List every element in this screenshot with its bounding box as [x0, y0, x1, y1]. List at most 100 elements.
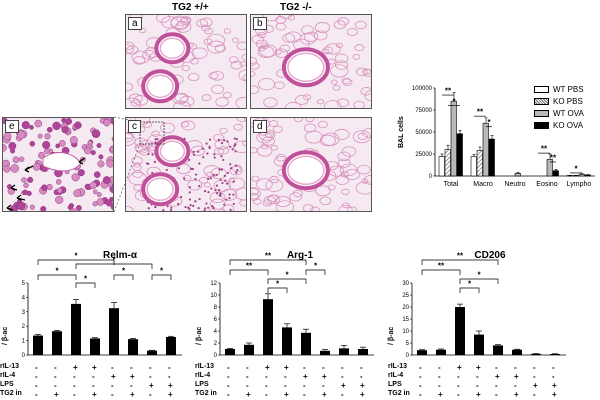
alveolus-wall: [269, 176, 280, 184]
inflammatory-cell: [207, 177, 210, 180]
inflammatory-cell: [232, 180, 235, 183]
inflammatory-cell: [215, 184, 218, 187]
treatment-cell: +: [552, 381, 557, 390]
treatment-cell: -: [495, 363, 498, 372]
inflammatory-cell: [29, 141, 36, 147]
alveolus-wall: [319, 196, 332, 206]
inflammatory-cell: [223, 174, 226, 177]
alveolus-wall: [337, 158, 351, 168]
alveolus-wall: [341, 202, 350, 209]
treatment-cell: -: [227, 372, 230, 381]
y-tick-label: 20: [402, 305, 409, 311]
alveolus-wall: [274, 49, 282, 55]
significance-bracket: [37, 259, 115, 265]
inflammatory-cell: [192, 204, 195, 207]
alveolus-wall: [275, 153, 287, 162]
treatment-cell: -: [246, 363, 249, 372]
treatment-cell: +: [514, 390, 519, 399]
alveolus-wall: [256, 178, 273, 191]
inflammatory-cell: [218, 188, 221, 192]
alveolus-wall: [126, 41, 135, 50]
inflammatory-cell: [147, 152, 150, 156]
inflammatory-cell: [170, 206, 173, 209]
inflammatory-cell: [220, 142, 224, 145]
treatment-cell: -: [149, 372, 152, 381]
inflammatory-cell: [213, 156, 216, 159]
y-tick-label: 0: [214, 353, 218, 359]
alveolus-wall: [199, 176, 209, 184]
bar: [282, 327, 292, 355]
treatment-cell: -: [227, 363, 230, 372]
alveolus-wall: [354, 20, 367, 30]
bar: [33, 335, 43, 355]
chart-title-cd206: CD206: [474, 250, 506, 261]
y-tick-label: 100000: [412, 86, 433, 92]
bar: [339, 348, 349, 355]
bar-ko-pbs: [444, 149, 451, 177]
inflammatory-cell: [92, 201, 98, 207]
bar: [358, 349, 368, 355]
treatment-cell: +: [322, 372, 327, 381]
alveolus-wall: [170, 15, 189, 29]
bar: [436, 349, 446, 355]
inflammatory-cell: [226, 171, 229, 174]
inflammatory-cell: [189, 204, 192, 207]
inflammatory-cell: [22, 189, 28, 196]
treatment-cell: -: [246, 372, 249, 381]
treatment-cell: -: [149, 363, 152, 372]
significance-mark: *: [452, 97, 456, 106]
treatment-cell: -: [419, 381, 422, 390]
treatment-cell: -: [322, 381, 325, 390]
alveolus-wall: [174, 92, 189, 103]
inflammatory-cell: [145, 162, 149, 165]
inflammatory-cell: [162, 209, 165, 211]
cell-arrow-head: [16, 194, 22, 201]
treatment-cell: -: [265, 372, 268, 381]
y-tick-label: 2: [22, 324, 26, 330]
alveolus-wall: [210, 70, 224, 81]
bronchiole-epithelium: [146, 74, 174, 98]
y-tick-label: 4: [22, 295, 26, 301]
treatment-cell: -: [284, 372, 287, 381]
histology-panel-c: c: [125, 117, 247, 212]
treatment-cell: -: [457, 372, 460, 381]
inflammatory-cell: [32, 163, 41, 171]
bar: [263, 299, 273, 355]
bar: [550, 354, 560, 355]
bar-ko-ova: [552, 170, 559, 177]
alveolus-wall: [330, 64, 349, 78]
inflammatory-cell: [223, 203, 226, 206]
inflammatory-cell: [23, 182, 29, 188]
alveolus-wall: [209, 191, 226, 203]
inflammatory-cell: [222, 158, 225, 162]
inflammatory-cell: [184, 205, 187, 209]
y-tick-label: 5: [406, 341, 410, 347]
treatment-cell: +: [476, 363, 481, 372]
treatment-row-label: TG2 in: [0, 390, 22, 397]
treatment-cell: -: [303, 363, 306, 372]
y-tick-label: 30: [402, 281, 409, 287]
alveolus-wall: [229, 56, 239, 64]
inflammatory-cell: [233, 137, 236, 140]
significance-mark: *: [122, 267, 126, 276]
treatment-cell: -: [457, 381, 460, 390]
bar-ko-ova: [456, 133, 463, 177]
inflammatory-cell: [96, 198, 105, 206]
significance-mark: *: [574, 164, 578, 173]
alveolus-wall: [299, 33, 316, 45]
bal-legend: WT PBS KO PBS WT OVA KO OVA: [534, 84, 584, 132]
inflammatory-cell: [21, 121, 30, 130]
inflammatory-cell: [217, 138, 220, 141]
alveolus-wall: [275, 22, 287, 31]
y-tick-label: 25: [402, 293, 409, 299]
legend-label: KO PBS: [553, 96, 583, 106]
treatment-cell: -: [303, 381, 306, 390]
bar: [128, 339, 138, 355]
alveolus-wall: [227, 177, 246, 190]
alveolus-wall: [187, 179, 203, 191]
alveolus-wall: [233, 140, 246, 154]
significance-bracket: [267, 287, 288, 293]
inflammatory-cell: [109, 146, 113, 152]
treatment-cell: +: [130, 372, 135, 381]
